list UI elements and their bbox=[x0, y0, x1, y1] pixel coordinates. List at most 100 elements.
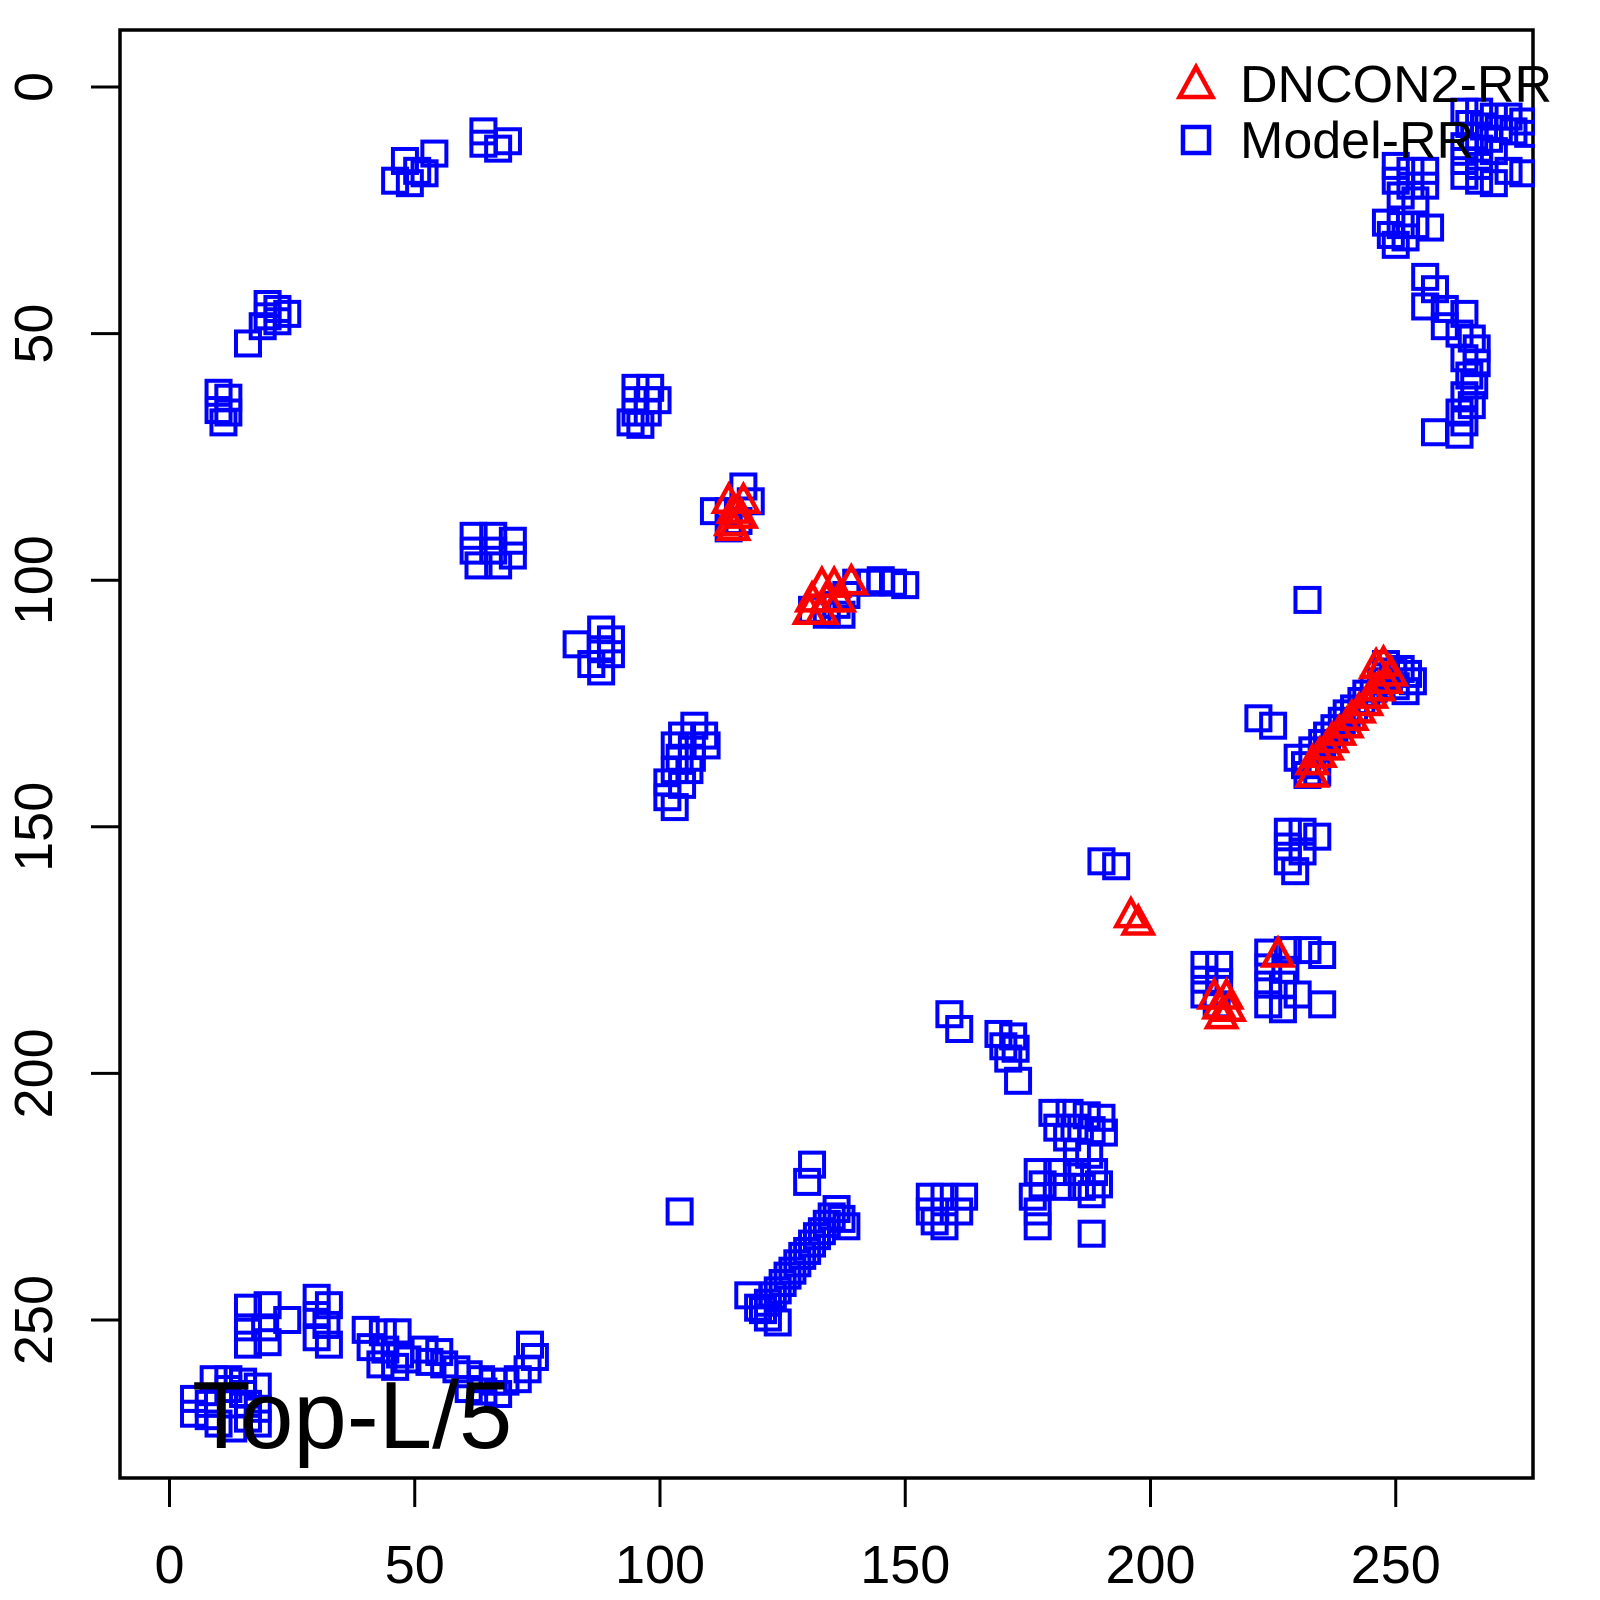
model-rr-point bbox=[802, 1222, 831, 1251]
dncon2-rr-triangle-icon bbox=[1175, 62, 1217, 100]
model-rr-point bbox=[734, 1281, 763, 1310]
model-rr-point bbox=[1479, 137, 1508, 166]
model-rr-point bbox=[1273, 936, 1302, 965]
model-rr-point bbox=[415, 1347, 444, 1376]
legend-label-dncon2-rr: DNCON2-RR bbox=[1240, 56, 1552, 114]
model-rr-point bbox=[1205, 950, 1234, 979]
model-rr-point bbox=[788, 1241, 817, 1270]
model-rr-point bbox=[753, 1288, 782, 1317]
model-rr-point bbox=[1281, 857, 1310, 886]
model-rr-point bbox=[464, 551, 493, 580]
dncon2-rr-point bbox=[1259, 934, 1297, 968]
model-rr-point bbox=[180, 1384, 209, 1413]
model-rr-point bbox=[233, 1293, 262, 1322]
model-rr-point bbox=[616, 408, 645, 437]
model-rr-point bbox=[1259, 711, 1288, 740]
x-tick-label: 150 bbox=[860, 1535, 950, 1595]
model-rr-point bbox=[251, 1313, 280, 1342]
dncon2-rr-point bbox=[1365, 643, 1402, 677]
model-rr-point bbox=[243, 1394, 272, 1423]
model-rr-point bbox=[1023, 1197, 1052, 1226]
model-rr-point bbox=[366, 1350, 395, 1379]
model-rr-point bbox=[209, 408, 238, 437]
model-rr-point bbox=[1004, 1066, 1033, 1095]
model-rr-point bbox=[1396, 171, 1425, 200]
model-rr-point bbox=[493, 127, 522, 156]
dncon2-rr-point bbox=[803, 591, 841, 626]
model-rr-point bbox=[484, 134, 513, 163]
model-rr-point bbox=[420, 139, 449, 168]
model-rr-point bbox=[454, 1375, 483, 1404]
dncon2-rr-point bbox=[820, 579, 858, 613]
model-rr-point bbox=[1509, 159, 1535, 188]
model-rr-point bbox=[1450, 381, 1479, 410]
model-rr-point bbox=[587, 657, 616, 686]
dncon2-rr-point bbox=[715, 507, 752, 542]
y-tick-label: 0 bbox=[4, 72, 64, 102]
model-rr-point bbox=[1398, 667, 1427, 696]
model-rr-point bbox=[233, 1404, 262, 1433]
dncon2-rr-point bbox=[832, 561, 870, 596]
dncon2-rr-point bbox=[715, 490, 752, 524]
x-tick-label: 0 bbox=[154, 1535, 184, 1595]
model-rr-point bbox=[484, 551, 513, 580]
model-rr-point bbox=[1308, 990, 1337, 1019]
y-tick-label: 200 bbox=[4, 1028, 64, 1118]
y-tick-label: 250 bbox=[4, 1275, 64, 1365]
model-rr-point bbox=[233, 1313, 262, 1342]
model-rr-point bbox=[395, 169, 424, 198]
model-rr-point bbox=[233, 1330, 262, 1359]
model-rr-point bbox=[1411, 292, 1440, 321]
model-rr-point bbox=[1381, 230, 1410, 259]
model-rr-point bbox=[1381, 151, 1410, 180]
model-rr-point bbox=[381, 166, 410, 195]
model-rr-point bbox=[773, 1261, 802, 1290]
model-rr-point bbox=[1450, 132, 1479, 161]
model-rr-point bbox=[1411, 156, 1440, 185]
model-rr-point bbox=[233, 1389, 262, 1418]
model-rr-point bbox=[920, 1207, 949, 1236]
model-rr-point bbox=[1254, 970, 1283, 999]
model-rr-point bbox=[410, 159, 439, 188]
model-rr-point bbox=[204, 1409, 233, 1438]
x-tick-label: 250 bbox=[1351, 1535, 1441, 1595]
dncon2-rr-point bbox=[1210, 988, 1248, 1023]
model-rr-point bbox=[1430, 294, 1459, 323]
model-rr-point bbox=[1273, 847, 1302, 876]
model-rr-point bbox=[263, 307, 292, 336]
model-rr-point bbox=[1293, 585, 1322, 614]
model-rr-point bbox=[1077, 1219, 1106, 1248]
model-rr-point bbox=[1460, 371, 1489, 400]
model-rr-point bbox=[1420, 418, 1449, 447]
plot-border bbox=[118, 28, 1535, 1480]
model-rr-point bbox=[1386, 181, 1415, 210]
model-rr-point bbox=[665, 1197, 694, 1226]
model-rr-point bbox=[1465, 151, 1494, 180]
model-rr-point bbox=[469, 1377, 498, 1406]
x-tick-label: 100 bbox=[615, 1535, 705, 1595]
model-rr-point bbox=[915, 1182, 944, 1211]
model-rr-point bbox=[1053, 1123, 1082, 1152]
model-rr-point bbox=[891, 571, 920, 600]
model-rr-point bbox=[763, 1308, 792, 1337]
model-rr-point bbox=[1293, 936, 1322, 965]
model-rr-point bbox=[1038, 1098, 1067, 1127]
model-rr-point bbox=[214, 398, 243, 427]
model-rr-point bbox=[660, 793, 689, 822]
model-rr-point bbox=[817, 1202, 846, 1231]
model-rr-point bbox=[1048, 1172, 1077, 1201]
dncon2-rr-point bbox=[1119, 902, 1157, 936]
model-rr-point bbox=[1288, 817, 1317, 846]
model-rr-point bbox=[253, 302, 282, 331]
model-rr-point bbox=[1244, 704, 1273, 733]
dncon2-rr-point bbox=[1200, 986, 1238, 1020]
dncon2-rr-point bbox=[1357, 645, 1395, 680]
model-rr-point bbox=[219, 1414, 248, 1443]
model-rr-point bbox=[314, 1330, 343, 1359]
model-rr-point bbox=[1411, 171, 1440, 200]
model-rr-point bbox=[233, 329, 262, 358]
model-rr-point bbox=[351, 1315, 380, 1344]
model-rr-point bbox=[1303, 822, 1332, 851]
